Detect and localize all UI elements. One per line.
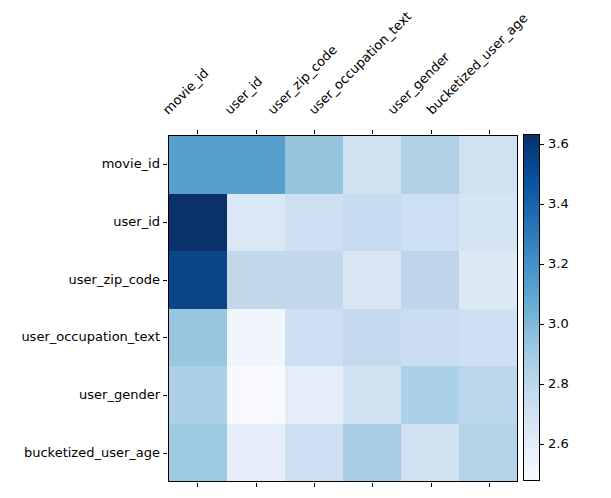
colorbar-tick [540,324,544,325]
heatmap-cell [285,309,343,367]
heatmap-cell [343,136,401,194]
heatmap-cell [227,366,285,424]
heatmap-cell [401,366,459,424]
heatmap-cell [459,366,517,424]
heatmap-cell [343,194,401,252]
colorbar-tick [540,384,544,385]
x-axis-top-tick [372,130,373,134]
heatmap-cell [169,251,227,309]
y-axis-tick [163,280,167,281]
heatmap-cell [459,424,517,482]
y-axis-tick [163,222,167,223]
x-axis-top-tick [489,130,490,134]
heatmap-cell [227,194,285,252]
heatmap-cell [285,424,343,482]
row-label: user_id [113,213,160,231]
heatmap-cell [459,251,517,309]
heatmap-cell [285,136,343,194]
heatmap-cell [343,309,401,367]
heatmap-cell [343,424,401,482]
column-label: user_zip_code [265,42,341,118]
row-label: user_zip_code [69,271,160,289]
heatmap-cell [227,309,285,367]
colorbar-tick [540,264,544,265]
column-label: user_id [222,74,266,118]
heatmap-cell [285,194,343,252]
x-axis-top-tick [314,130,315,134]
x-axis-bottom-tick [256,483,257,487]
heatmap-cell [401,309,459,367]
row-label: bucketized_user_age [24,444,160,462]
x-axis-bottom-tick [372,483,373,487]
row-label: movie_id [102,155,160,173]
row-label: user_gender [79,386,160,404]
colorbar-tick [540,144,544,145]
colorbar-tick-label: 3.4 [548,196,569,212]
heatmap-cell [401,251,459,309]
heatmap-axes [168,135,518,482]
x-axis-bottom-tick [489,483,490,487]
colorbar-tick-label: 3.0 [548,316,569,332]
heatmap-cell [459,309,517,367]
heatmap-cell [285,251,343,309]
heatmap-cell [169,194,227,252]
heatmap-cell [169,366,227,424]
heatmap-cell [459,194,517,252]
heatmap-cell [401,136,459,194]
x-axis-bottom-tick [197,483,198,487]
heatmap-cell [227,424,285,482]
heatmap-cell [459,136,517,194]
y-axis-tick [163,395,167,396]
heatmap-cell [227,136,285,194]
heatmap-cell [169,309,227,367]
x-axis-top-tick [197,130,198,134]
x-axis-top-tick [256,130,257,134]
x-axis-bottom-tick [314,483,315,487]
heatmap-cell [169,136,227,194]
column-label: movie_id [160,65,213,118]
heatmap-cell [285,366,343,424]
y-axis-tick [163,164,167,165]
x-axis-top-tick [431,130,432,134]
colorbar-tick [540,204,544,205]
colorbar [523,134,540,481]
row-label: user_occupation_text [21,328,160,346]
colorbar-tick-label: 2.6 [548,436,569,452]
heatmap-cell [401,424,459,482]
heatmap-cell [169,424,227,482]
colorbar-tick [540,444,544,445]
heatmap-cell [401,194,459,252]
heatmap-figure: movie_iduser_iduser_zip_codeuser_occupat… [0,0,611,498]
y-axis-tick [163,337,167,338]
y-axis-tick [163,453,167,454]
heatmap-cell [343,366,401,424]
heatmap-cell [343,251,401,309]
x-axis-bottom-tick [431,483,432,487]
colorbar-tick-label: 3.6 [548,136,569,152]
heatmap-cell [227,251,285,309]
colorbar-tick-label: 2.8 [548,376,569,392]
colorbar-tick-label: 3.2 [548,256,569,272]
